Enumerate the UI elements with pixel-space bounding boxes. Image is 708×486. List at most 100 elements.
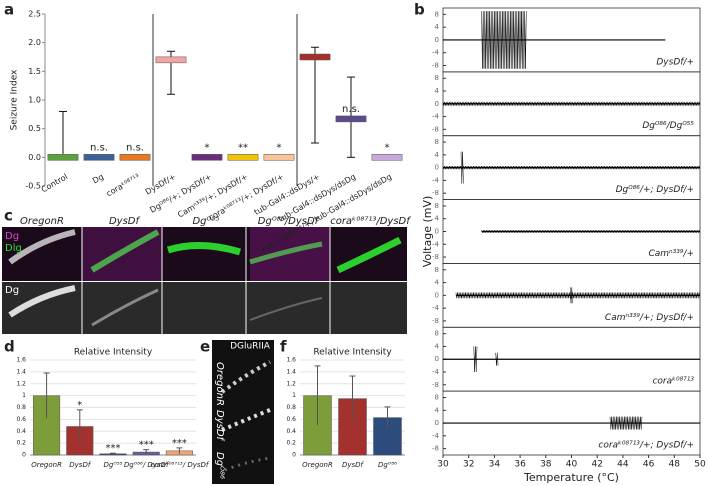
x-tick-label: 36 — [514, 460, 526, 470]
y-tick-label: 8 — [435, 138, 439, 146]
y-tick-label: 0 — [435, 355, 439, 363]
y-tick-label: 0 — [292, 452, 296, 459]
chart-title: Relative Intensity — [74, 348, 153, 358]
annotation: * — [77, 400, 82, 411]
y-tick-label: 8 — [435, 74, 439, 82]
trace-label: Camⁿ³³⁹/+ — [648, 249, 694, 259]
trace-label: coraᵏ⁰⁸⁷¹³/+; DysDf/+ — [598, 441, 694, 451]
mean-bar — [299, 53, 331, 61]
x-tick-label: OregonR — [31, 461, 62, 469]
x-tick-label: 34 — [489, 460, 501, 470]
x-tick-label: DysDf — [69, 461, 92, 469]
y-tick-label: 0.2 — [286, 440, 296, 447]
y-tick-label: -8 — [432, 125, 439, 133]
annotation: * — [205, 142, 210, 153]
trace-event — [473, 346, 478, 373]
trace-label: coraᵏ⁰⁸⁷¹³ — [652, 377, 694, 387]
trace-event — [495, 352, 499, 366]
row-label: Dg — [5, 231, 19, 242]
x-tick-label: 30 — [437, 460, 449, 470]
y-tick-label: 0.8 — [286, 404, 296, 411]
annotation: n.s. — [126, 142, 144, 153]
trace-label: Dgᴼ⁸⁶/Dgᴼ⁵⁵ — [642, 121, 694, 131]
trace-event — [569, 287, 573, 304]
y-tick-label: -8 — [432, 317, 439, 325]
y-tick-label: 0 — [22, 452, 26, 459]
column-label: OregonR — [20, 216, 64, 227]
panel-letter: d — [4, 338, 15, 356]
y-tick-label: 1.6 — [286, 357, 296, 364]
y-tick-label: 0 — [435, 228, 439, 236]
row-label: OregonR — [214, 362, 225, 406]
panel-letter: f — [280, 338, 287, 356]
y-tick-label: 0.0 — [28, 153, 41, 162]
y-tick-label: 1.5 — [28, 67, 41, 76]
y-tick-label: -4 — [432, 176, 440, 184]
x-axis-label: Temperature (°C) — [523, 471, 619, 484]
y-tick-label: 4 — [435, 87, 440, 95]
y-tick-label: 0.4 — [286, 428, 296, 435]
y-tick-label: 8 — [435, 202, 439, 210]
panel-e-images — [212, 340, 274, 484]
column-label: DysDf — [109, 216, 141, 227]
x-tick-label: DysDf — [342, 461, 365, 469]
trace-event — [460, 151, 464, 184]
chart-title: Relative Intensity — [313, 348, 392, 358]
x-tick-label: 38 — [540, 460, 552, 470]
x-tick-label: Dg — [91, 172, 105, 185]
annotation: *** — [172, 438, 187, 449]
x-tick-label: coraᵏ⁰⁸⁷¹³ — [105, 172, 141, 198]
y-tick-label: 1.6 — [16, 357, 26, 364]
y-tick-label: -4 — [432, 368, 440, 376]
trace-event — [442, 101, 701, 106]
x-tick-label: Control — [40, 172, 70, 194]
x-tick-label: 48 — [669, 460, 681, 470]
x-tick-label: Dgᴼ⁸⁶/ DysDf — [124, 461, 170, 469]
annotation: n.s. — [342, 104, 360, 115]
image-title: DGluRIIA — [230, 342, 271, 352]
trace-label: Dgᴼ⁸⁶/+; DysDf/+ — [616, 185, 694, 195]
y-tick-label: 1.0 — [28, 96, 41, 105]
y-tick-label: 0 — [435, 164, 439, 172]
x-tick-label: coraᵏ⁰⁸⁷¹³/ DysDf — [150, 461, 209, 469]
y-tick-label: 0 — [435, 36, 439, 44]
y-tick-label: -4 — [432, 304, 440, 312]
y-axis-label: Seizure Index — [10, 69, 20, 131]
y-tick-label: 0 — [435, 100, 439, 108]
y-tick-label: 2.5 — [28, 10, 41, 19]
y-tick-label: 1 — [292, 392, 296, 399]
y-tick-label: 4 — [435, 215, 440, 223]
trace-label: Camⁿ³³⁹/+; DysDf/+ — [605, 313, 694, 323]
mean-bar — [83, 154, 115, 161]
y-tick-label: -8 — [432, 445, 439, 453]
trace-event — [442, 165, 701, 170]
y-tick-label: 4 — [435, 23, 440, 31]
y-tick-label: 8 — [435, 266, 439, 274]
x-tick-label: 46 — [643, 460, 655, 470]
y-tick-label: 0.6 — [286, 416, 296, 423]
y-tick-label: 4 — [435, 151, 440, 159]
y-tick-label: -8 — [432, 381, 439, 389]
x-tick-label: 32 — [463, 460, 474, 470]
panel-letter: e — [200, 338, 210, 356]
annotation: *** — [139, 440, 154, 451]
y-tick-label: 1 — [22, 392, 26, 399]
x-tick-label: 44 — [617, 460, 629, 470]
y-tick-label: 4 — [435, 279, 440, 287]
trace-event — [481, 229, 701, 234]
row-label: Dg — [5, 285, 19, 296]
y-tick-label: 1.2 — [286, 380, 296, 387]
y-tick-label: 0 — [435, 419, 439, 427]
y-tick-label: 8 — [435, 330, 439, 338]
y-tick-label: -0.5 — [25, 182, 41, 191]
column-label: coraᵏ⁰⁸⁷¹³/DysDf — [330, 216, 411, 227]
trace-event — [481, 11, 527, 69]
annotation: n.s. — [90, 142, 108, 153]
panel-letter: b — [414, 1, 425, 19]
annotation: ** — [238, 142, 248, 153]
mean-bar — [263, 154, 295, 161]
x-tick-label: Dgᴼ⁸⁶ — [378, 461, 397, 469]
annotation: * — [385, 142, 390, 153]
mean-bar — [371, 154, 403, 161]
